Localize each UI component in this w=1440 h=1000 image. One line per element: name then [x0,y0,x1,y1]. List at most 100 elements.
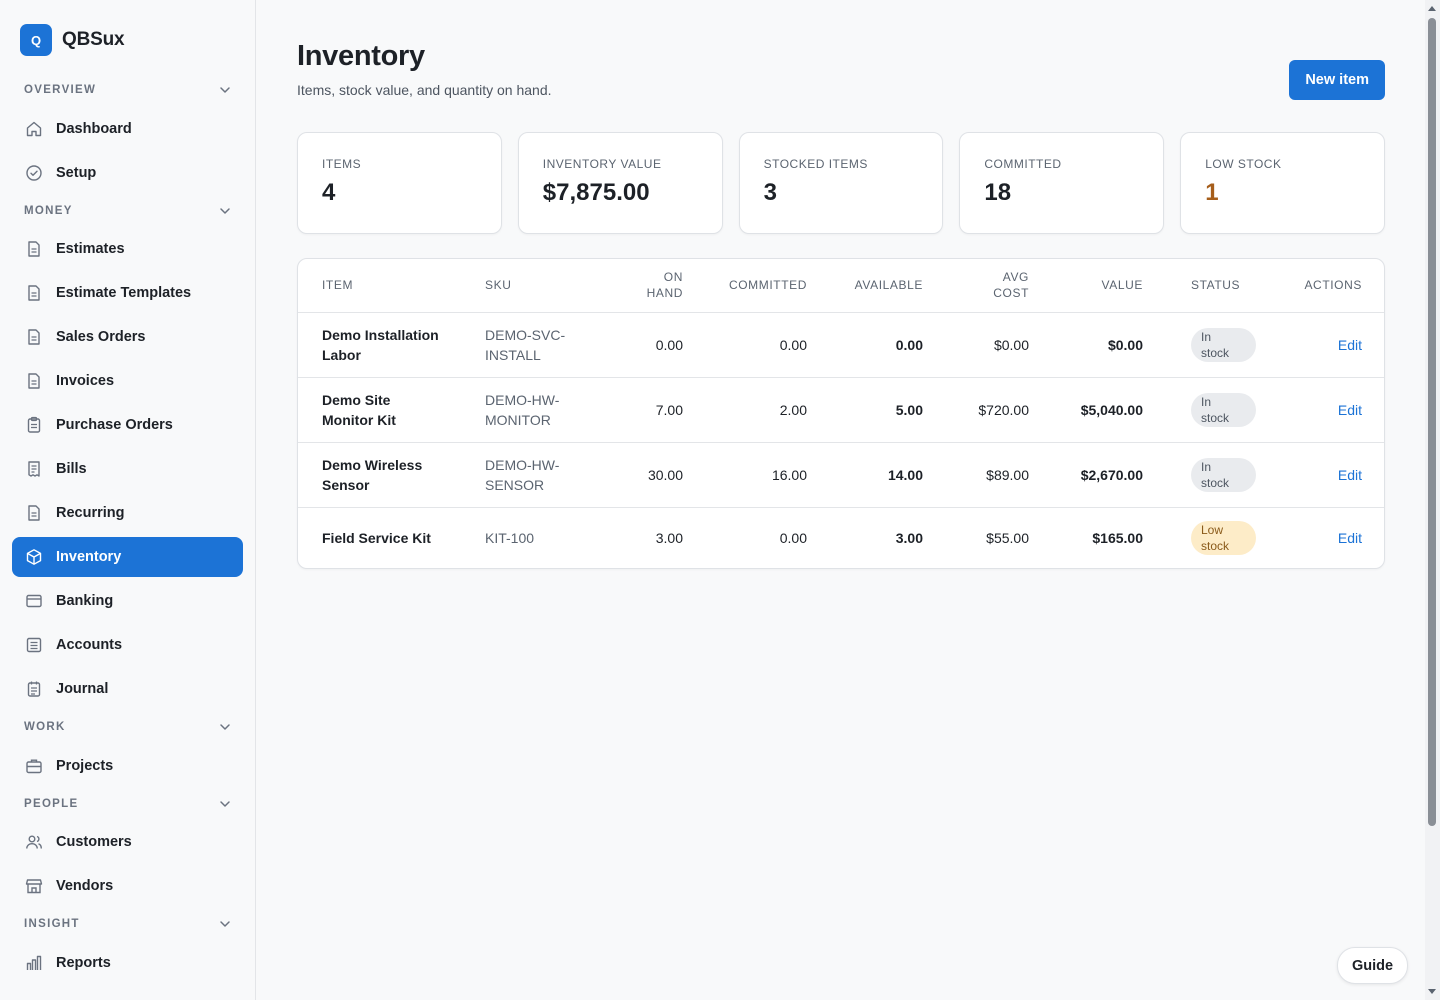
sidebar-item-label: Setup [56,165,97,181]
edit-link[interactable]: Edit [1337,401,1362,418]
sidebar-item-label: Dashboard [56,121,132,137]
sidebar-item-invoices[interactable]: Invoices [12,361,243,401]
sidebar-item-vendors[interactable]: Vendors [12,866,243,906]
scroll-thumb[interactable] [1428,18,1436,826]
sku-line: SENSOR [485,476,545,493]
column-header-value[interactable]: VALUE [1041,259,1155,313]
sidebar-item-label: Bills [56,461,87,477]
nav-section-money[interactable]: MONEY [24,201,232,221]
column-header-line: COST [993,286,1029,301]
column-header-line: AVG [1002,270,1029,285]
sidebar-item-label: Recurring [56,505,125,521]
sidebar: Q QBSux OVERVIEW Dashboard Setup MONEY E… [0,0,256,1000]
main-content: Inventory Items, stock value, and quanti… [257,0,1425,1000]
nav-section-overview[interactable]: OVERVIEW [24,80,232,100]
edit-link[interactable]: Edit [1337,466,1362,483]
sidebar-item-banking[interactable]: Banking [12,581,243,621]
item-sku: DEMO-SVC- INSTALL [473,312,603,378]
status-badge: In stock [1191,457,1256,492]
table-row[interactable]: Demo Site Monitor Kit DEMO-HW- MONITOR 7.0… [298,377,1384,443]
chevron-down-icon [220,801,230,807]
table-row[interactable]: Demo Wireless Sensor DEMO-HW- SENSOR 30.00… [298,442,1384,508]
avg-cost-cell: $55.00 [986,530,1029,547]
guide-button[interactable]: Guide [1337,947,1408,984]
sidebar-item-customers[interactable]: Customers [12,822,243,862]
brand-name: QBSux [62,29,125,50]
nav-section-insight[interactable]: INSIGHT [24,914,232,934]
item-sku: DEMO-HW- MONITOR [473,377,603,443]
page-title: Inventory [297,40,425,72]
sidebar-item-label: Journal [56,681,109,697]
column-header-committed[interactable]: COMMITTED [695,259,819,313]
status-badge: In stock [1191,327,1256,362]
sidebar-item-projects[interactable]: Projects [12,746,243,786]
chevron-down-icon [220,208,230,214]
item-name: Demo Site Monitor Kit [298,377,473,443]
column-header-status[interactable]: STATUS [1155,259,1279,313]
sidebar-item-journal[interactable]: Journal [12,669,243,709]
clipboard-icon [24,415,44,435]
sidebar-item-label: Estimates [56,241,125,257]
sidebar-item-setup[interactable]: Setup [12,153,243,193]
item-name-line: Demo Site [322,391,391,408]
sidebar-item-accounts[interactable]: Accounts [12,625,243,665]
nav-section-label: PEOPLE [24,798,79,810]
scroll-up-arrow-icon[interactable] [1428,6,1436,11]
new-item-button[interactable]: New item [1289,60,1385,100]
sidebar-item-bills[interactable]: Bills [12,449,243,489]
actions-cell: Edit [1279,442,1384,508]
sidebar-item-label: Invoices [56,373,115,389]
committed-cell: 0.00 [779,530,807,547]
sidebar-item-purchase-orders[interactable]: Purchase Orders [12,405,243,445]
badge-line: stock [1201,410,1230,425]
value-cell: $5,040.00 [1041,377,1155,443]
stat-label: ITEMS [322,157,362,171]
column-header-on-hand[interactable]: ON HAND [603,259,695,313]
sidebar-item-estimates[interactable]: Estimates [12,229,243,269]
store-icon [24,876,44,896]
actions-cell: Edit [1279,377,1384,443]
home-icon [24,119,44,139]
available-cell: 3.00 [895,530,923,547]
sidebar-item-dashboard[interactable]: Dashboard [12,109,243,149]
document-icon [24,371,44,391]
sidebar-item-label: Projects [56,758,114,774]
sidebar-item-estimate-templates[interactable]: Estimate Templates [12,273,243,313]
scroll-down-arrow-icon[interactable] [1428,989,1436,994]
sidebar-item-inventory[interactable]: Inventory [12,537,243,577]
sidebar-item-reports[interactable]: Reports [12,943,243,983]
column-header-available[interactable]: AVAILABLE [819,259,935,313]
brand[interactable]: Q QBSux [20,24,125,56]
stat-label: INVENTORY VALUE [542,157,662,171]
column-header-sku[interactable]: SKU [473,259,603,313]
edit-link[interactable]: Edit [1337,336,1362,353]
bank-card-icon [24,591,44,611]
stat-label: STOCKED ITEMS [763,157,868,171]
nav-section-label: OVERVIEW [24,84,97,96]
stat-card-committed: COMMITTED 18 [959,132,1165,234]
page-scrollbar[interactable] [1425,0,1440,1000]
stat-value: 4 [322,179,336,206]
table-header-row: ITEM SKU ON HAND COMMITTED AVAILABLE AVG C… [298,259,1384,313]
actions-cell: Edit [1279,507,1384,568]
nav-section-work[interactable]: WORK [24,717,232,737]
sidebar-item-label: Accounts [56,637,123,653]
stat-label: COMMITTED [984,157,1062,171]
table-row[interactable]: Demo Installation Labor DEMO-SVC- INSTALL … [298,312,1384,378]
stat-card-stocked-items: STOCKED ITEMS 3 [738,132,944,234]
stat-value: 18 [984,179,1012,206]
edit-link[interactable]: Edit [1337,530,1362,547]
badge-line: In [1201,394,1212,409]
column-header-avg-cost[interactable]: AVG COST [935,259,1041,313]
stat-value: 1 [1205,179,1219,206]
sidebar-item-recurring[interactable]: Recurring [12,493,243,533]
sidebar-item-sales-orders[interactable]: Sales Orders [12,317,243,357]
table-row[interactable]: Field Service Kit KIT-100 3.00 0.00 3.00… [298,507,1384,568]
nav-section-label: INSIGHT [24,918,80,930]
status-cell: In stock [1155,377,1279,443]
column-header-item[interactable]: ITEM [298,259,473,313]
status-badge: In stock [1191,392,1256,427]
stat-value: 3 [763,179,777,206]
status-badge-low: Low stock [1191,521,1256,556]
nav-section-people[interactable]: PEOPLE [24,794,232,814]
